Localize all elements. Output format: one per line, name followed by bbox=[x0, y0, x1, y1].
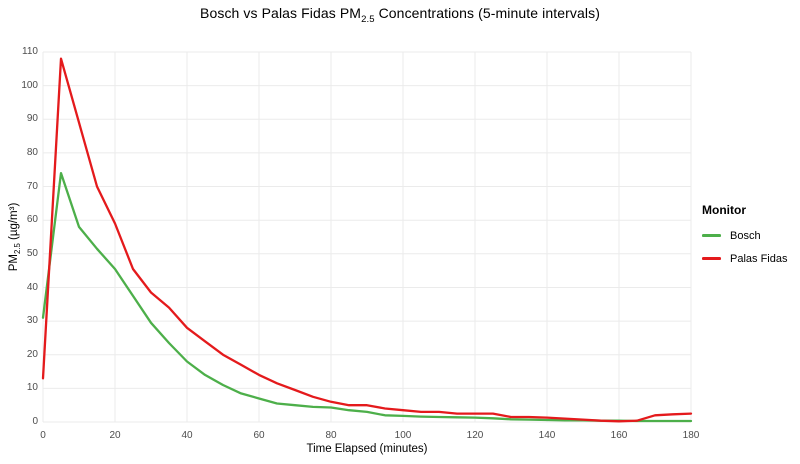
y-tick-label-110: 110 bbox=[22, 46, 38, 57]
y-tick-label-30: 30 bbox=[26, 315, 38, 327]
chart-title-subscript: 2.5 bbox=[361, 13, 375, 25]
legend-items: Bosch Palas Fidas bbox=[702, 224, 787, 270]
x-tick-label-100: 100 bbox=[394, 430, 412, 441]
y-tick-label-60: 60 bbox=[26, 214, 38, 226]
x-tick-label-140: 140 bbox=[538, 430, 556, 441]
y-tick-label-50: 50 bbox=[26, 247, 38, 259]
x-tick-label-60: 60 bbox=[253, 430, 265, 441]
legend-line-swatch bbox=[702, 234, 721, 237]
x-tick-label-40: 40 bbox=[181, 430, 193, 441]
y-tick-label-20: 20 bbox=[26, 348, 38, 360]
palas-fidas-line bbox=[41, 57, 693, 423]
y-tick-label-0: 0 bbox=[32, 416, 38, 427]
bosch-line bbox=[41, 171, 693, 423]
y-tick-label-10: 10 bbox=[26, 382, 38, 394]
y-tick-label-70: 70 bbox=[26, 180, 38, 192]
x-tick-label-0: 0 bbox=[40, 430, 46, 441]
y-tick-label-100: 100 bbox=[21, 79, 38, 91]
legend-item-palas-fidas: Palas Fidas bbox=[702, 247, 787, 270]
x-tick-label-20: 20 bbox=[109, 430, 121, 441]
legend-item-bosch: Bosch bbox=[702, 224, 787, 247]
y-tick-label-40: 40 bbox=[26, 281, 38, 293]
legend-label: Bosch bbox=[730, 229, 761, 242]
y-axis-title: PM2.5 (µg/m³) bbox=[7, 202, 23, 272]
x-axis-title: Time Elapsed (minutes) bbox=[306, 443, 428, 455]
x-tick-label-80: 80 bbox=[325, 430, 337, 441]
x-tick-label-160: 160 bbox=[610, 430, 628, 441]
x-tick-label-120: 120 bbox=[466, 430, 484, 441]
x-tick-label-180: 180 bbox=[682, 430, 700, 441]
legend-title: Monitor bbox=[702, 203, 746, 217]
legend-line-swatch bbox=[702, 257, 721, 260]
legend: Monitor Bosch Palas Fidas bbox=[702, 203, 787, 270]
chart-title-suffix: Concentrations (5-minute intervals) bbox=[374, 5, 600, 21]
chart-title: Bosch vs Palas Fidas PM2.5 Concentration… bbox=[0, 5, 800, 25]
y-tick-label-90: 90 bbox=[26, 113, 38, 125]
chart-title-text: Bosch vs Palas Fidas PM bbox=[200, 5, 362, 21]
legend-label: Palas Fidas bbox=[730, 252, 788, 265]
y-tick-label-80: 80 bbox=[26, 146, 38, 158]
